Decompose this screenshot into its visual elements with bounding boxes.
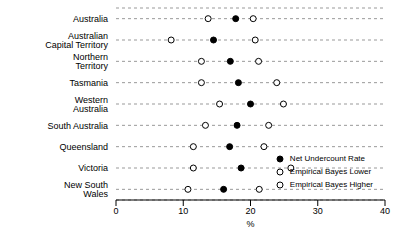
svg-text:30: 30 xyxy=(313,206,323,216)
svg-text:South Australia: South Australia xyxy=(47,121,108,131)
svg-text:NorthernTerritory: NorthernTerritory xyxy=(73,52,109,71)
html-text:Empirical Bayes Lower: Empirical Bayes Lower xyxy=(289,167,372,176)
svg-text:20: 20 xyxy=(245,206,255,216)
svg-text:Queensland: Queensland xyxy=(59,142,108,152)
html-text:Empirical Bayes Higher: Empirical Bayes Higher xyxy=(289,180,373,189)
svg-text:0: 0 xyxy=(113,206,118,216)
svg-text:Australia: Australia xyxy=(73,14,108,24)
svg-text:AustralianCapital Territory: AustralianCapital Territory xyxy=(45,31,108,50)
svg-text:New SouthWales: New SouthWales xyxy=(64,180,109,199)
svg-text:40: 40 xyxy=(380,206,389,216)
svg-text:10: 10 xyxy=(178,206,188,216)
svg-text:Tasmania: Tasmania xyxy=(69,78,108,88)
svg-text:Victoria: Victoria xyxy=(78,163,108,173)
svg-text:WesternAustralia: WesternAustralia xyxy=(73,95,108,114)
html-text:Net Undercount Rate: Net Undercount Rate xyxy=(289,154,365,163)
svg-text:%: % xyxy=(246,219,254,227)
